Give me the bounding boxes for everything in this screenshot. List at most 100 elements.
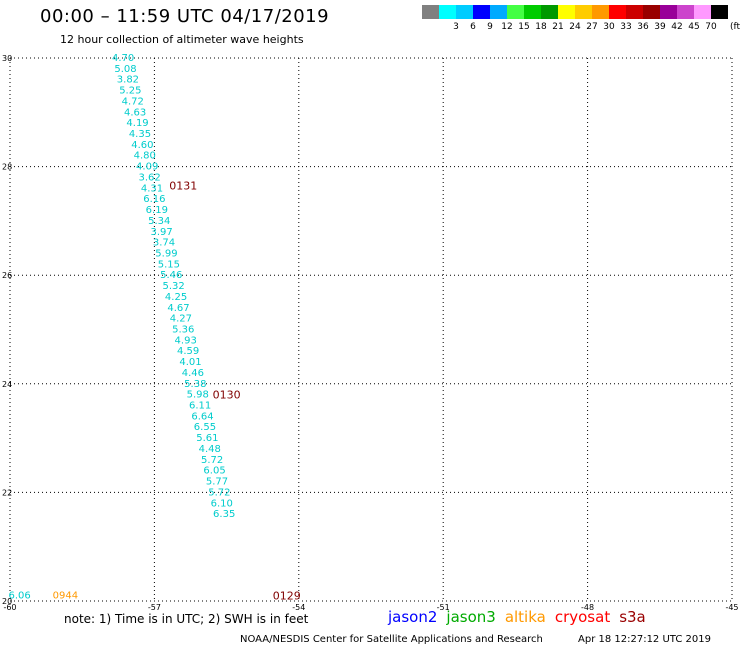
data-point-label: 5.77 bbox=[206, 477, 228, 488]
data-point-label: 5.08 bbox=[114, 64, 136, 75]
x-tick-label: -48 bbox=[581, 603, 594, 612]
color-scale-label: 42 bbox=[671, 22, 683, 32]
color-scale-label: 9 bbox=[487, 22, 493, 32]
color-scale-swatch bbox=[422, 5, 439, 19]
x-tick-label: -60 bbox=[3, 603, 16, 612]
chart-subtitle: 12 hour collection of altimeter wave hei… bbox=[60, 33, 304, 46]
annotation-layer: 0131 0130 0129 bbox=[169, 180, 300, 603]
data-point-label: 6.35 bbox=[213, 509, 235, 520]
color-scale-swatch bbox=[541, 5, 558, 19]
color-scale-swatch bbox=[524, 5, 541, 19]
data-point-label: 5.15 bbox=[158, 259, 180, 270]
data-point-label: 4.35 bbox=[129, 129, 151, 140]
color-scale-label: 36 bbox=[637, 22, 649, 32]
data-point-label: 4.48 bbox=[199, 444, 221, 455]
data-point-label: 6.11 bbox=[189, 401, 211, 412]
x-tick-label: -57 bbox=[148, 603, 161, 612]
y-tick-label: 26 bbox=[2, 271, 12, 280]
data-point-label: 4.25 bbox=[165, 292, 187, 303]
x-tick-label: -51 bbox=[437, 603, 450, 612]
satellite-legend-item: jason2 bbox=[388, 608, 438, 626]
data-point-label: 4.09 bbox=[136, 162, 158, 173]
data-point-label: 5.32 bbox=[163, 281, 185, 292]
data-points-layer: 4.705.083.825.254.724.634.194.354.604.80… bbox=[8, 53, 235, 602]
data-point-label: 4.27 bbox=[170, 314, 192, 325]
cycle-annotation: 0130 bbox=[213, 389, 241, 402]
color-scale-label: 39 bbox=[654, 22, 666, 32]
satellite-legend-item: jason3 bbox=[446, 608, 496, 626]
data-point-label: 5.38 bbox=[184, 379, 206, 390]
data-point-label: 4.46 bbox=[182, 368, 204, 379]
data-point-label: 3.62 bbox=[138, 172, 160, 183]
data-point-label: 5.61 bbox=[196, 433, 218, 444]
color-scale-label: 70 bbox=[705, 22, 717, 32]
color-scale-swatch bbox=[660, 5, 677, 19]
data-point-label: 6.19 bbox=[146, 205, 168, 216]
cycle-annotation: 0131 bbox=[169, 180, 197, 193]
data-point-label: 5.98 bbox=[187, 390, 209, 401]
data-point-label: 5.72 bbox=[208, 487, 230, 498]
data-point-label: 5.99 bbox=[155, 248, 177, 259]
data-point-label: 6.10 bbox=[211, 498, 233, 509]
credit-line: NOAA/NESDIS Center for Satellite Applica… bbox=[240, 634, 543, 645]
data-point-label: 3.97 bbox=[150, 227, 172, 238]
data-point-label: 4.01 bbox=[179, 357, 201, 368]
y-tick-label: 30 bbox=[2, 54, 12, 63]
data-point-label: 6.55 bbox=[194, 422, 216, 433]
data-point-label: 5.72 bbox=[201, 455, 223, 466]
color-scale-swatch bbox=[473, 5, 490, 19]
y-tick-label: 28 bbox=[2, 163, 12, 172]
color-scale-label: 45 bbox=[688, 22, 700, 32]
data-point-label: 6.06 bbox=[8, 591, 30, 602]
data-point-label: 5.25 bbox=[119, 86, 141, 97]
data-point-label: 4.59 bbox=[177, 346, 199, 357]
satellite-legend-item: s3a bbox=[619, 608, 646, 626]
data-point-label: 6.64 bbox=[191, 411, 213, 422]
data-point-label: 0944 bbox=[53, 591, 78, 602]
color-scale-swatch bbox=[711, 5, 728, 19]
data-point-label: 4.80 bbox=[134, 151, 156, 162]
data-point-label: 3.74 bbox=[153, 238, 175, 249]
color-scale-swatch bbox=[507, 5, 524, 19]
color-scale-label: 6 bbox=[470, 22, 476, 32]
color-scale-swatch bbox=[490, 5, 507, 19]
data-point-label: 5.36 bbox=[172, 325, 194, 336]
color-scale-label: 3 bbox=[453, 22, 459, 32]
color-scale-swatch bbox=[626, 5, 643, 19]
satellite-legend-item: cryosat bbox=[554, 608, 611, 626]
x-tick-label: -45 bbox=[725, 603, 738, 612]
data-point-label: 4.93 bbox=[175, 335, 197, 346]
color-scale-label: 27 bbox=[586, 22, 598, 32]
data-point-label: 4.67 bbox=[167, 303, 189, 314]
data-point-label: 6.16 bbox=[143, 194, 165, 205]
color-scale-swatch bbox=[575, 5, 592, 19]
satellite-legend-item: altika bbox=[504, 608, 546, 626]
color-scale-swatch bbox=[558, 5, 575, 19]
color-scale-label: 18 bbox=[535, 22, 547, 32]
color-scale-label: 24 bbox=[569, 22, 581, 32]
data-point-label: 4.19 bbox=[126, 118, 148, 129]
color-scale-swatch bbox=[456, 5, 473, 19]
color-scale-label: 21 bbox=[552, 22, 564, 32]
data-point-label: 4.72 bbox=[122, 96, 144, 107]
color-scale-unit: (ft) bbox=[730, 22, 740, 32]
grid-layer bbox=[9, 57, 733, 602]
data-point-label: 6.05 bbox=[203, 466, 225, 477]
color-scale-swatch bbox=[439, 5, 456, 19]
color-scale-swatch bbox=[592, 5, 609, 19]
data-point-label: 5.34 bbox=[148, 216, 170, 227]
data-point-label: 4.60 bbox=[131, 140, 153, 151]
color-scale-label: 15 bbox=[518, 22, 530, 32]
data-point-label: 4.70 bbox=[112, 53, 134, 64]
y-tick-label: 20 bbox=[2, 597, 12, 606]
color-scale-swatch bbox=[609, 5, 626, 19]
y-tick-label: 22 bbox=[2, 488, 12, 497]
axis-layer: -60 -57 -54 -51 -48 -45 20 22 24 26 28 30 bbox=[2, 54, 739, 612]
cycle-annotation: 0129 bbox=[273, 590, 301, 603]
color-scale-swatch bbox=[643, 5, 660, 19]
color-scale-label: 12 bbox=[501, 22, 513, 32]
color-scale-swatch bbox=[694, 5, 711, 19]
color-scale-label: 30 bbox=[603, 22, 615, 32]
data-point-label: 4.63 bbox=[124, 107, 146, 118]
